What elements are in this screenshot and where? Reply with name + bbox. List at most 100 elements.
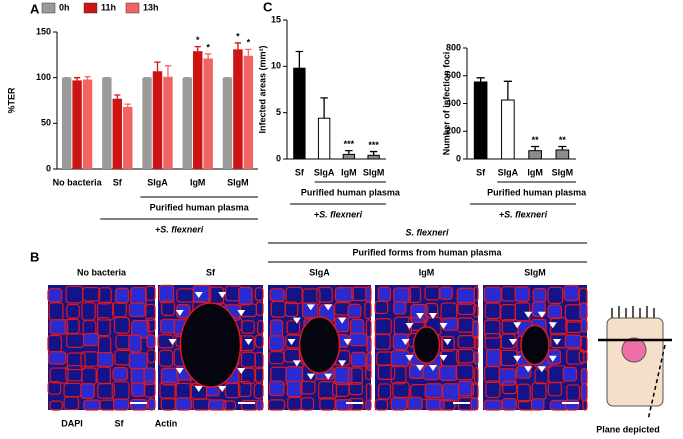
legend-label: 0h xyxy=(59,2,70,12)
error-bar xyxy=(84,76,91,80)
legend-swatch xyxy=(125,2,140,14)
y-tick-label: 600 xyxy=(446,70,461,80)
cell-outline xyxy=(268,380,285,397)
cell-outline xyxy=(128,302,146,318)
arrowhead xyxy=(509,339,517,345)
cell-outline xyxy=(514,286,530,302)
cell-outline xyxy=(301,302,319,319)
cell-outline xyxy=(146,334,156,349)
arrowhead xyxy=(324,304,333,311)
cell-outline xyxy=(222,400,236,411)
arrowhead xyxy=(548,322,557,329)
arrowhead xyxy=(401,339,410,345)
cell-outline xyxy=(240,367,256,385)
y-tick-label: 0 xyxy=(276,153,281,163)
cell-outline xyxy=(532,287,547,303)
annotation: +S. flexneri xyxy=(155,224,204,234)
y-tick-label: 0 xyxy=(46,163,51,173)
cell-outline xyxy=(161,300,176,316)
cell-outline xyxy=(131,382,146,397)
error-bar xyxy=(234,42,242,50)
bar xyxy=(72,80,82,169)
cell-outline xyxy=(483,286,502,303)
cell-outline xyxy=(377,364,396,381)
cell-outline xyxy=(128,334,142,353)
cell-outline xyxy=(580,318,588,333)
cell-outline xyxy=(564,334,583,349)
arrowhead xyxy=(513,322,522,329)
arrowhead xyxy=(524,311,533,318)
y-axis-label: %TER xyxy=(6,87,16,114)
cell-outline xyxy=(49,400,63,411)
cell-outline xyxy=(254,287,264,302)
micrograph-title: IgM xyxy=(419,267,435,277)
cell-outline xyxy=(97,383,115,399)
cell-outline xyxy=(128,352,148,370)
x-tick-label: SIgM xyxy=(552,167,574,177)
cell-outline xyxy=(145,303,156,321)
bar xyxy=(102,77,112,169)
y-tick-label: 15 xyxy=(271,14,281,24)
significance: ** xyxy=(532,135,540,145)
cell-outline xyxy=(580,367,588,386)
x-tick-label: SIgM xyxy=(363,167,385,177)
arrowhead xyxy=(343,339,352,345)
legend-label: 13h xyxy=(143,2,159,12)
significance: * xyxy=(236,31,240,41)
cell-outline xyxy=(112,367,129,381)
bar xyxy=(243,55,254,169)
cell-outline xyxy=(547,286,564,304)
significance: *** xyxy=(344,139,355,149)
bar xyxy=(82,79,93,169)
cell-outline xyxy=(347,397,364,411)
cell-outline xyxy=(269,288,285,302)
cell-outline xyxy=(284,301,299,317)
arrowhead xyxy=(439,355,448,362)
cell-outline xyxy=(334,366,353,386)
cell-outline xyxy=(158,349,174,367)
cell-outline xyxy=(377,383,392,400)
micrograph xyxy=(267,285,372,411)
cell-outline xyxy=(144,380,156,398)
cell-outline xyxy=(115,287,130,304)
bar xyxy=(61,77,72,169)
arrowhead xyxy=(194,385,203,392)
cell-outline xyxy=(335,399,353,411)
cell-outline xyxy=(457,380,475,397)
cell-outline xyxy=(83,399,101,411)
cell-outline xyxy=(473,351,479,366)
infection-focus xyxy=(179,302,242,388)
cell-outline xyxy=(286,380,303,398)
cell-outline xyxy=(366,335,372,354)
y-axis-label: Number of infection foci xyxy=(441,52,451,156)
cell-outline xyxy=(207,399,227,411)
bar xyxy=(367,154,380,160)
error-bar xyxy=(245,48,252,56)
panel-letter: C xyxy=(263,0,273,14)
cell-outline xyxy=(455,364,474,381)
cell-outline xyxy=(253,382,264,399)
bar xyxy=(152,71,163,169)
error-bar xyxy=(558,145,567,150)
cell-outline xyxy=(562,366,578,382)
cell-outline xyxy=(349,332,368,347)
annotation: Purified human plasma xyxy=(150,202,250,212)
x-tick-label: IgM xyxy=(527,167,543,177)
arrowhead xyxy=(416,313,425,320)
error-bar xyxy=(73,77,81,81)
significance: *** xyxy=(368,140,379,150)
y-tick-label: 100 xyxy=(36,72,51,82)
cell-outline xyxy=(473,285,479,302)
cell-outline xyxy=(269,319,284,338)
cell-outline xyxy=(390,397,408,411)
cell-outline xyxy=(579,302,588,321)
group-label: S. flexneri xyxy=(405,227,449,237)
cell-outline xyxy=(407,286,422,304)
cell-outline xyxy=(365,286,372,303)
cell-outline xyxy=(146,317,156,333)
cell-diagram xyxy=(598,306,672,421)
arrowhead xyxy=(175,309,184,316)
error-bar xyxy=(154,61,161,72)
micrograph-title: SIgA xyxy=(309,267,330,277)
